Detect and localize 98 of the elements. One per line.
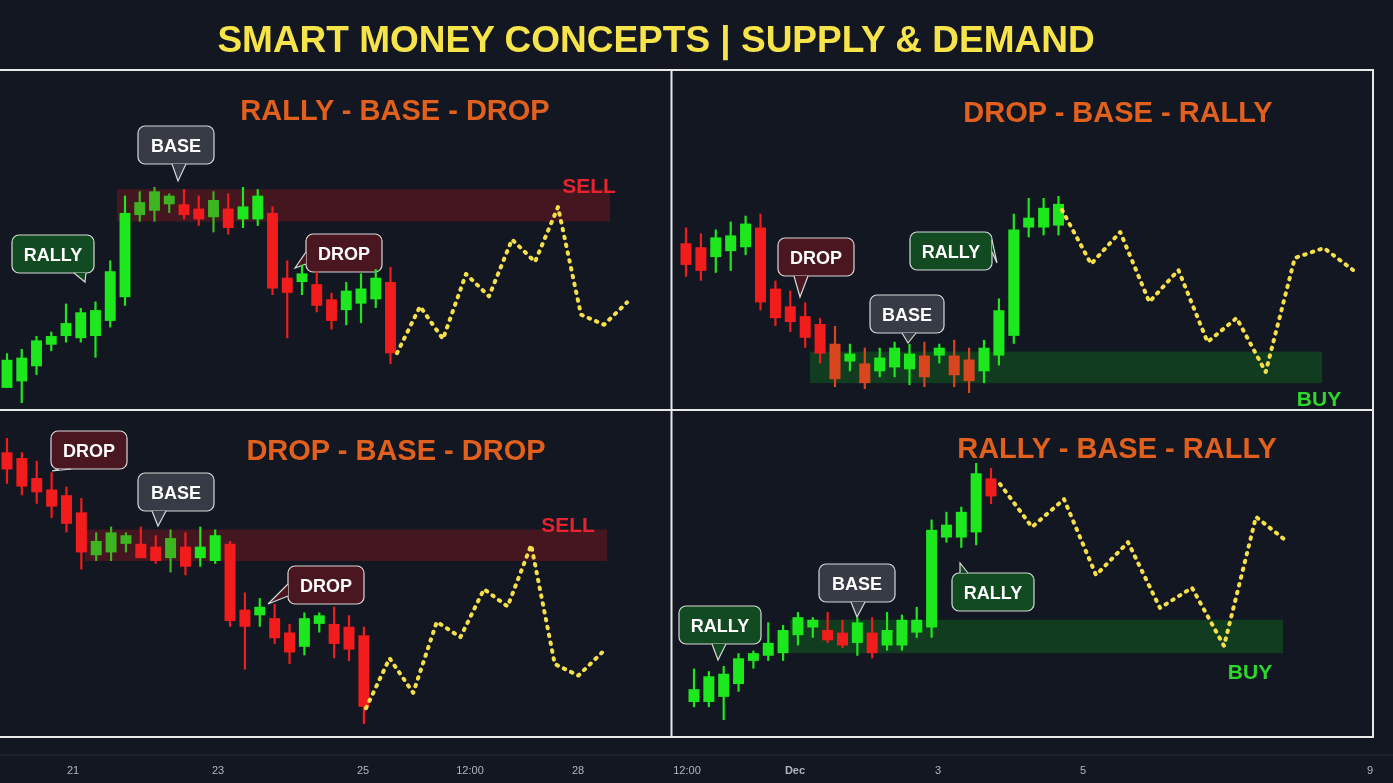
candlestick xyxy=(762,621,774,662)
candlestick xyxy=(985,467,997,506)
candlestick xyxy=(355,272,367,325)
candlestick xyxy=(370,267,382,310)
candlestick xyxy=(948,338,960,389)
annotation: BUY xyxy=(1227,660,1273,683)
candlestick xyxy=(193,194,205,227)
candlestick xyxy=(725,220,737,272)
candlestick xyxy=(326,291,337,331)
candlestick xyxy=(740,214,752,257)
chart-title: DROP - BASE - DROP xyxy=(246,434,546,466)
annotation: RALLY xyxy=(963,582,1023,603)
annotation: RALLY xyxy=(23,244,83,265)
candlestick xyxy=(239,591,251,671)
text: SELL xyxy=(541,513,596,536)
candlestick xyxy=(178,188,190,221)
candlestick xyxy=(978,338,990,385)
candlestick xyxy=(710,228,722,274)
text: 12:00 xyxy=(673,764,701,776)
annotation: BASE xyxy=(831,573,883,594)
chart-title: DROP - BASE - RALLY xyxy=(963,96,1273,128)
candlestick xyxy=(313,611,325,634)
candlestick xyxy=(46,471,58,520)
candlestick xyxy=(688,667,700,709)
candlestick xyxy=(269,602,281,646)
candlestick xyxy=(163,192,175,215)
candlestick xyxy=(16,347,28,405)
text: 25 xyxy=(356,764,370,776)
candlestick xyxy=(60,302,72,344)
text: 9 xyxy=(1366,764,1374,776)
candlestick xyxy=(284,622,296,666)
candlestick xyxy=(1023,196,1035,239)
text: SMART MONEY CONCEPTS | SUPPLY & DEMAND xyxy=(217,19,1095,61)
text: SELL xyxy=(562,174,617,197)
candlestick xyxy=(695,232,707,282)
candlestick xyxy=(134,190,146,223)
candlestick xyxy=(822,610,834,644)
annotation: DROP xyxy=(317,243,371,264)
candlestick xyxy=(281,259,293,340)
annotation: BUY xyxy=(1296,387,1342,410)
annotation: DROP xyxy=(62,440,116,461)
candlestick xyxy=(837,618,848,650)
candlestick xyxy=(718,664,730,722)
candlestick xyxy=(105,525,117,563)
candlestick xyxy=(963,346,975,395)
candlestick xyxy=(680,226,692,278)
candlestick xyxy=(874,346,886,379)
text: Dec xyxy=(784,764,806,776)
candlestick xyxy=(807,616,819,639)
candlestick xyxy=(933,342,945,365)
candlestick xyxy=(784,289,796,334)
text: BASE xyxy=(150,135,202,156)
candlestick xyxy=(1038,196,1050,237)
candlestick xyxy=(1052,194,1065,237)
candlestick xyxy=(149,185,160,223)
annotation: BASE xyxy=(881,304,933,325)
candlestick xyxy=(179,531,191,577)
text: 3 xyxy=(934,764,942,776)
annotation: RALLY xyxy=(690,615,750,636)
candlestick xyxy=(889,340,901,379)
candlestick xyxy=(45,330,57,353)
candlestick xyxy=(31,459,43,505)
candlestick xyxy=(194,525,206,568)
annotation: RALLY xyxy=(921,241,981,262)
annotation: DROP xyxy=(299,575,353,596)
chart-title: RALLY - BASE - DROP xyxy=(240,94,550,126)
candlestick xyxy=(237,185,249,230)
candlestick xyxy=(799,301,811,349)
text: 28 xyxy=(571,764,585,776)
candlestick xyxy=(222,192,234,236)
candlestick xyxy=(135,525,147,560)
candlestick xyxy=(254,597,266,628)
annotation: BASE xyxy=(150,482,202,503)
candlestick xyxy=(881,610,893,652)
candlestick xyxy=(918,340,930,389)
annotation: DROP xyxy=(789,247,843,268)
candlestick xyxy=(866,616,878,660)
text: 12:00 xyxy=(456,764,484,776)
candlestick xyxy=(150,534,162,565)
candlestick xyxy=(90,531,102,563)
candlestick xyxy=(165,528,177,574)
text: 5 xyxy=(1079,764,1087,776)
text: RALLY - BASE - RALLY xyxy=(957,432,1277,464)
candlestick xyxy=(940,510,952,544)
candlestick xyxy=(340,280,352,327)
candlestick xyxy=(120,531,132,554)
candlestick xyxy=(777,623,789,662)
candlestick xyxy=(792,610,804,647)
candlestick xyxy=(252,188,264,227)
text: 21 xyxy=(66,764,80,776)
candlestick xyxy=(911,605,923,639)
candlestick xyxy=(311,270,323,314)
candlestick xyxy=(859,346,871,391)
candlestick xyxy=(328,605,340,660)
text: 23 xyxy=(211,764,225,776)
candlestick xyxy=(1,436,13,485)
candlestick xyxy=(208,190,219,234)
candlestick xyxy=(343,614,355,663)
